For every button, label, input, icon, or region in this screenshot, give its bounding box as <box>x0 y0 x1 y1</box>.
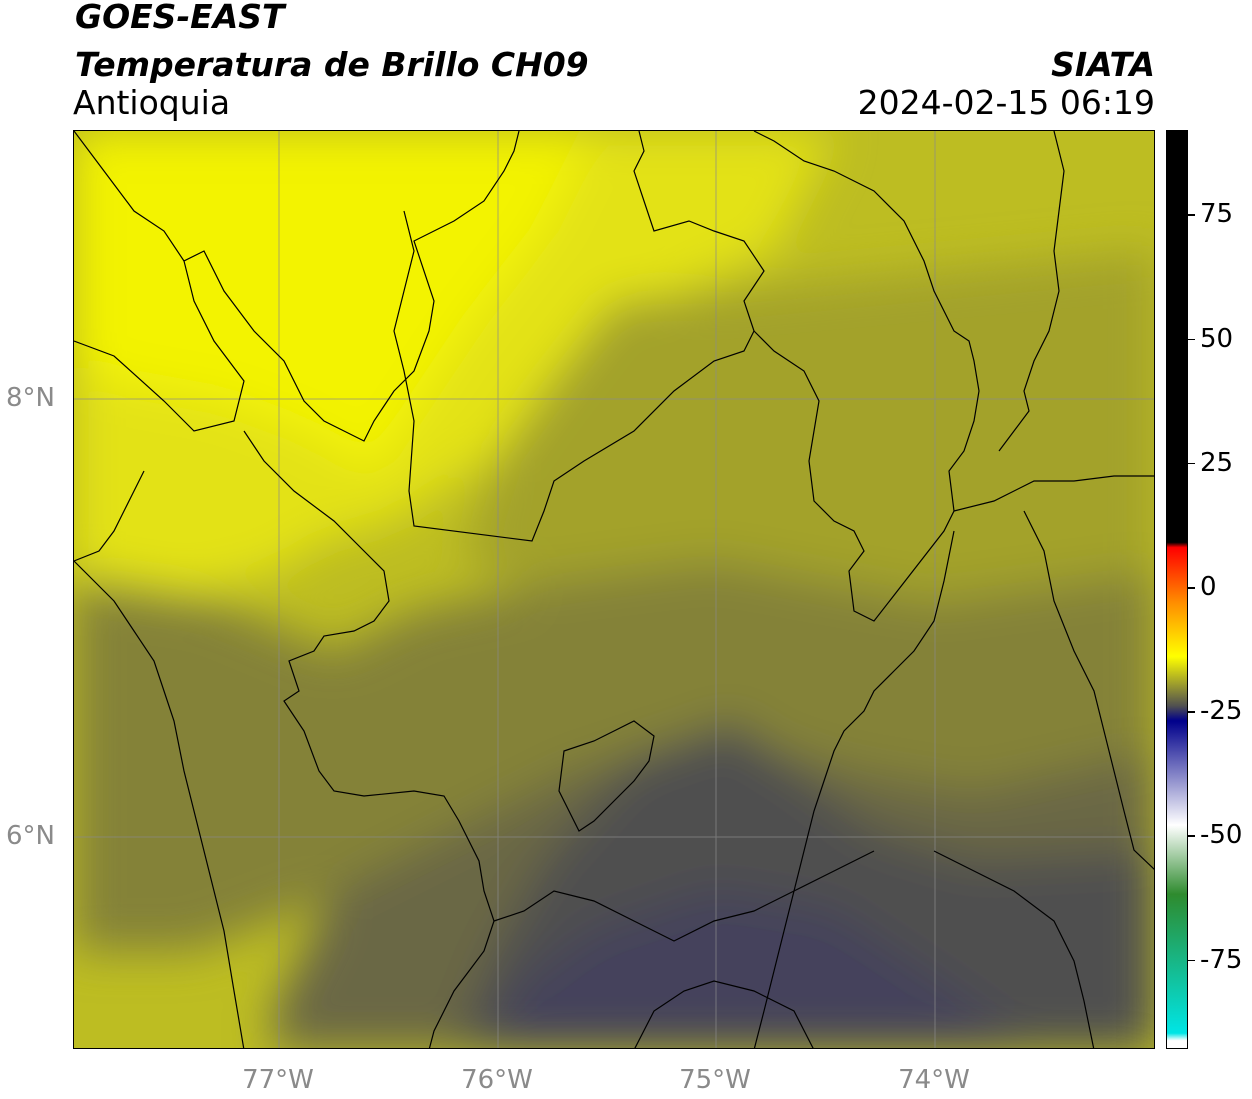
colorbar-tick-label: -25 <box>1200 696 1243 727</box>
lat-label-6n: 6°N <box>6 821 55 851</box>
coastline-inner <box>74 131 185 262</box>
boundary-bolivar <box>753 131 980 622</box>
lon-label-77w: 77°W <box>242 1065 314 1095</box>
lat-label-8n: 8°N <box>6 383 55 413</box>
region-label: Antioquia <box>73 83 231 122</box>
title-satellite: GOES-EAST <box>75 0 285 36</box>
temperature-field <box>74 131 1154 1048</box>
boundary-river-east <box>1023 510 1154 870</box>
title-product: Temperatura de Brillo CH09 <box>75 45 589 84</box>
boundary-southeast <box>933 850 1095 1048</box>
field-olive <box>464 251 1154 651</box>
colorbar-tick-label: 50 <box>1200 323 1234 354</box>
coastline-urabá <box>74 131 520 442</box>
boundary-santander <box>753 530 955 1048</box>
lon-label-74w: 74°W <box>898 1065 970 1095</box>
boundary-north-east <box>998 131 1065 452</box>
colorbar-tick-mark <box>1188 214 1195 216</box>
colorbar-tick-label: 75 <box>1200 199 1234 230</box>
boundary-south-mid <box>634 980 814 1048</box>
colorbar-tick-label: -50 <box>1200 820 1243 851</box>
lon-label-75w: 75°W <box>679 1065 751 1095</box>
map-canvas <box>74 131 1154 1048</box>
gridlines <box>74 131 1154 1048</box>
boundary-urabá-south <box>74 470 145 562</box>
boundary-west <box>243 430 495 1048</box>
field-brightest-yellow <box>74 131 594 471</box>
colorbar-tick-mark <box>1188 338 1195 341</box>
timestamp-label: 2024-02-15 06:19 <box>857 83 1155 122</box>
colorbar-tick-mark <box>1188 462 1195 465</box>
colorbar-tick-label: 0 <box>1200 572 1217 603</box>
boundary-cordoba <box>393 131 765 542</box>
boundaries <box>74 131 1154 1048</box>
colorbar-tick-mark <box>1188 711 1195 713</box>
boundary-caldas <box>493 850 875 942</box>
brand-label: SIATA <box>1051 45 1155 84</box>
boundary-east <box>953 475 1154 512</box>
field-blue-gray <box>494 891 1032 1048</box>
colorbar-tick-mark <box>1188 587 1195 589</box>
colorbar-tick-mark <box>1188 835 1195 837</box>
field-dark-olive <box>74 561 1154 951</box>
temperature-colorbar <box>1166 130 1188 1049</box>
colorbar-tick-label: -75 <box>1200 944 1243 975</box>
colorbar-tick-label: 25 <box>1200 447 1234 478</box>
lon-label-76w: 76°W <box>461 1065 533 1095</box>
brightness-temperature-map <box>73 130 1155 1049</box>
colorbar-tick-mark <box>1188 959 1195 962</box>
boundary-choco-coast <box>74 560 245 1048</box>
boundary-aburra <box>558 720 655 832</box>
